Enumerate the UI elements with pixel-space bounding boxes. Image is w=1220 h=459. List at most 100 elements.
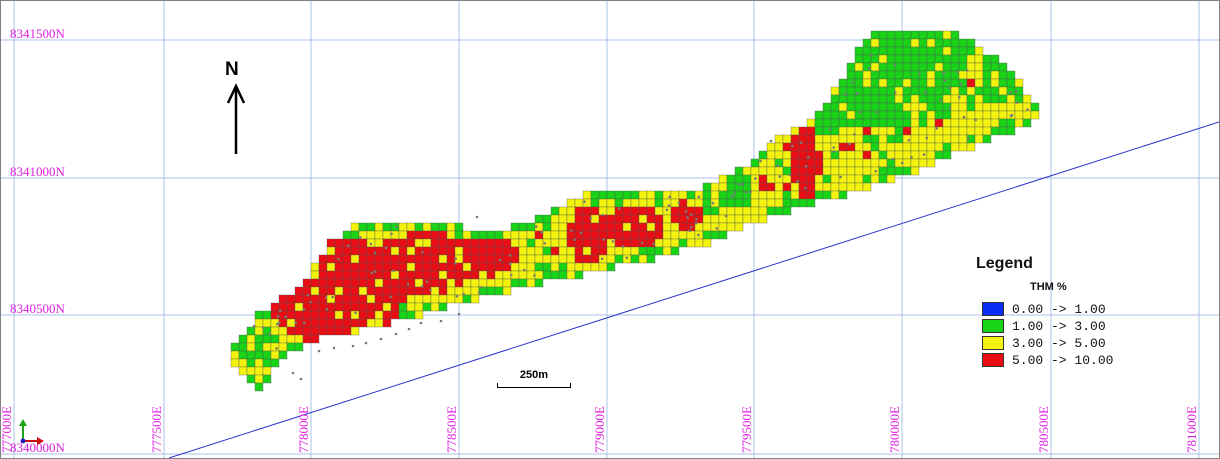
grade-block-cell [830,86,840,96]
grade-block-cell [622,198,632,208]
grade-block-cell [374,294,384,304]
grade-block-cell [614,230,624,240]
drillhole-collar [291,371,295,375]
grade-block-cell [630,246,640,256]
grade-block-cell [398,262,408,272]
grade-block-cell [318,326,328,336]
grade-block-cell [942,54,952,64]
drillhole-collar [891,157,895,161]
drillhole-collar [543,242,546,245]
grade-block-cell [470,286,480,296]
grade-block-cell [830,110,840,120]
grade-block-cell [854,70,864,80]
drillhole-collar [665,208,669,212]
grade-block-cell [646,206,656,216]
grade-block-cell [678,222,688,232]
drillhole-collar [697,195,701,199]
grade-block-cell [486,278,496,288]
grade-block-cell [950,110,960,120]
drillhole-collar [601,213,605,217]
grade-block-cell [998,94,1008,104]
drillhole-collar [855,92,859,95]
grade-block-cell [934,30,944,40]
grade-block-cell [446,286,456,296]
grade-block-cell [838,78,848,88]
grade-block-cell [622,206,632,216]
grade-block-cell [950,118,960,128]
grade-block-cell [606,222,616,232]
grade-block-cell [430,254,440,264]
drillhole-collar [733,192,736,196]
grade-block-cell [406,238,416,248]
drillhole-collar [275,347,278,350]
grade-block-cell [478,278,488,288]
drillhole-collar [853,133,856,136]
grade-block-cell [382,238,392,248]
grade-block-cell [606,246,616,256]
drillhole-collar [894,91,897,94]
easting-label: 778000E [296,406,311,453]
grade-block-cell [718,174,728,184]
grade-block-cell [854,166,864,176]
drillhole-collar [573,238,576,242]
grade-block-cell [966,94,976,104]
grade-block-cell [686,238,696,248]
grade-block-cell [966,110,976,120]
grade-block-cell [862,134,872,144]
grade-block-cell [462,246,472,256]
grade-block-cell [622,214,632,224]
grade-block-cell [326,294,336,304]
grade-block-cell [638,254,648,264]
grade-block-cell [438,286,448,296]
drillhole-collar [870,54,873,57]
grade-block-cell [654,214,664,224]
grade-block-cell [582,246,592,256]
grade-block-cell [430,270,440,280]
grade-block-cell [582,206,592,216]
drillhole-collar [778,175,782,178]
grade-block-cell [654,190,664,200]
grade-block-cell [374,254,384,264]
grade-block-cell [670,214,680,224]
grade-block-cell [310,294,320,304]
grade-block-cell [814,126,824,136]
grade-block-cell [782,134,792,144]
grade-block-cell [254,358,264,368]
grade-block-cell [726,206,736,216]
grade-block-cell [430,262,440,272]
grade-block-cell [886,78,896,88]
grade-block-cell [422,302,432,312]
grade-block-cell [758,214,768,224]
grade-block-cell [782,206,792,216]
grade-block-cell [342,230,352,240]
grade-block-cell [878,86,888,96]
grade-block-cell [886,70,896,80]
grade-block-cell [710,182,720,192]
grade-block-cell [774,150,784,160]
grade-block-cell [350,254,360,264]
grade-block-cell [430,246,440,256]
grade-block-cell [894,94,904,104]
grade-block-cell [598,262,608,272]
grade-block-cell [534,270,544,280]
grade-block-cell [382,222,392,232]
drillhole-collar [600,257,604,261]
grade-block-cell [982,86,992,96]
grade-block-cell [966,78,976,88]
legend-item: 1.00 -> 3.00 [982,318,1106,334]
grade-block-cell [486,270,496,280]
grade-block-cell [494,238,504,248]
grade-block-cell [894,102,904,112]
grade-block-cell [382,230,392,240]
grade-block-cell [726,174,736,184]
grade-block-cell [382,302,392,312]
grade-block-cell [318,262,328,272]
grade-block-cell [278,334,288,344]
grade-block-cell [934,62,944,72]
grade-block-cell [926,38,936,48]
northing-label: 8340000N [10,440,66,455]
drillhole-collar [804,186,807,190]
grade-block-cell [422,230,432,240]
grade-block-cell [662,222,672,232]
grade-block-cell [510,246,520,256]
